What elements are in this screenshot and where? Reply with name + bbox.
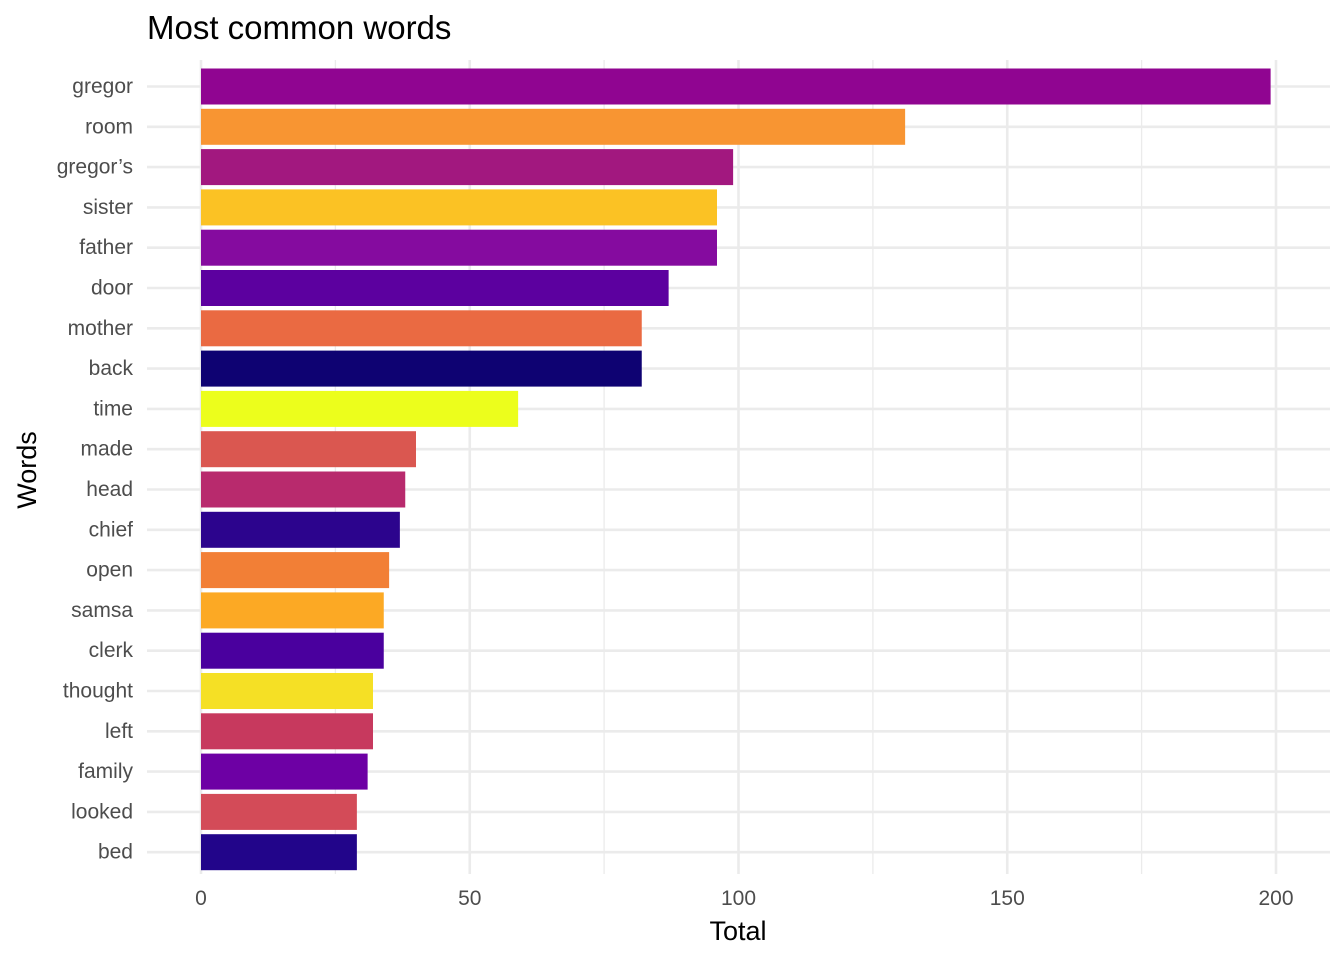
bar-gregor-s [201, 149, 734, 186]
y-tick-label: mother [68, 317, 133, 340]
y-tick-label: head [86, 478, 133, 501]
y-tick-label: family [78, 760, 133, 783]
bar-head [201, 471, 406, 508]
x-tick-label: 150 [990, 887, 1025, 910]
bar-chief [201, 511, 400, 548]
x-axis-title: Total [709, 916, 766, 946]
bar-looked [201, 793, 357, 830]
bar-open [201, 552, 390, 589]
y-tick-label: time [93, 397, 133, 420]
y-tick-label: father [79, 236, 133, 259]
y-tick-label: sister [83, 196, 133, 219]
y-tick-label: made [80, 438, 133, 461]
bar-back [201, 350, 642, 387]
x-tick-label: 100 [721, 887, 756, 910]
y-tick-label: thought [63, 680, 133, 703]
y-tick-label: back [89, 357, 134, 380]
bar-door [201, 270, 669, 306]
bar-room [201, 108, 906, 145]
y-tick-label: samsa [71, 599, 133, 622]
y-tick-label: clerk [89, 639, 134, 662]
bar-time [201, 390, 519, 427]
y-tick-label: left [105, 720, 133, 743]
x-tick-label: 0 [195, 887, 207, 910]
bar-left [201, 713, 373, 750]
x-tick-label: 200 [1258, 887, 1293, 910]
y-tick-label: gregor’s [57, 156, 133, 179]
y-tick-label: chief [89, 518, 134, 541]
y-tick-label: room [85, 115, 133, 138]
bar-made [201, 431, 416, 468]
bars [201, 68, 1271, 871]
y-tick-label: door [91, 277, 133, 300]
bar-clerk [201, 632, 384, 669]
bar-family [201, 753, 368, 790]
y-tick-label: open [86, 559, 133, 582]
y-tick-label: bed [98, 841, 133, 864]
y-axis-tick-labels: gregor room gregor’s sister father door mother… [57, 75, 134, 864]
bar-thought [201, 673, 373, 709]
bar-father [201, 229, 717, 266]
y-axis-title: Words [12, 431, 42, 509]
bar-sister [201, 189, 717, 226]
y-tick-label: gregor [72, 75, 133, 98]
x-tick-label: 50 [458, 887, 481, 910]
bar-samsa [201, 592, 384, 629]
y-tick-label: looked [71, 800, 133, 823]
bar-gregor [201, 68, 1271, 105]
x-axis-tick-labels: 0 50 100 150 200 [195, 887, 1293, 910]
bar-mother [201, 310, 642, 347]
bar-bed [201, 834, 357, 871]
chart-title: Most common words [147, 9, 451, 46]
